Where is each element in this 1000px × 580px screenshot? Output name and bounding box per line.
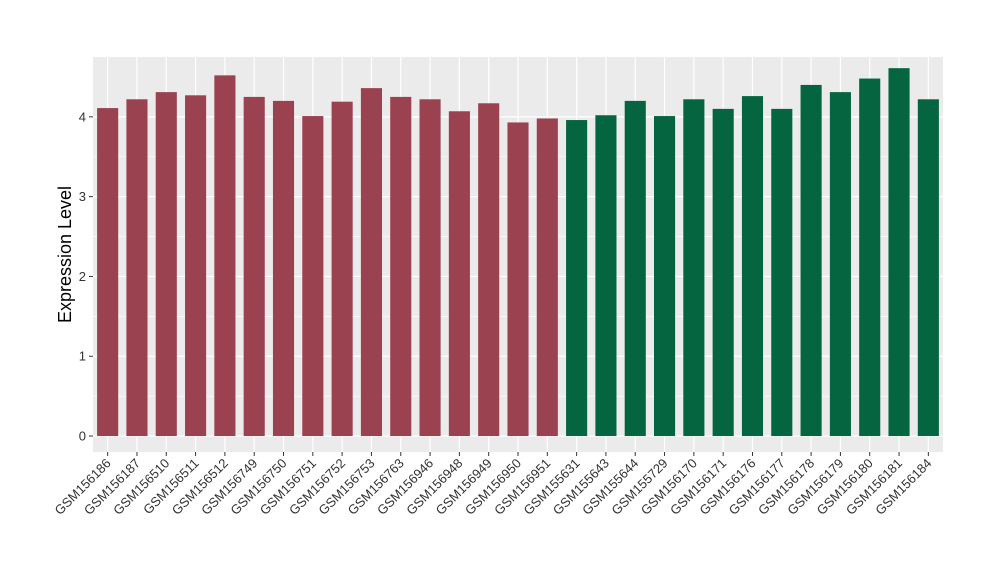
bar-GSM156946 <box>419 99 441 437</box>
bar-GSM156752 <box>331 101 353 437</box>
bar-GSM156763 <box>390 96 412 437</box>
y-tick-label: 0 <box>79 429 86 444</box>
bar-GSM156949 <box>478 103 500 437</box>
bar-GSM156753 <box>360 88 382 437</box>
y-tick-label: 1 <box>79 349 86 364</box>
y-axis: 0 1 2 3 4 <box>79 109 93 444</box>
bar-GSM156181 <box>888 68 910 437</box>
y-tick-label: 2 <box>79 269 86 284</box>
bar-GSM156178 <box>800 84 822 437</box>
bar-GSM156951 <box>536 118 558 437</box>
bar-GSM156186 <box>97 108 119 437</box>
bar-GSM156170 <box>683 99 705 437</box>
bar-GSM156176 <box>741 96 764 437</box>
bar-GSM156751 <box>302 116 324 437</box>
bar-GSM156184 <box>917 99 939 437</box>
bar-GSM156510 <box>155 92 177 437</box>
y-tick-label: 3 <box>79 189 86 204</box>
bar-GSM156948 <box>448 111 470 437</box>
x-axis: GSM156186GSM156187GSM156510GSM156511GSM1… <box>52 452 934 518</box>
bar-GSM156750 <box>272 100 295 437</box>
bar-GSM156512 <box>214 75 236 437</box>
bar-GSM156171 <box>712 108 734 437</box>
bars <box>97 68 939 437</box>
bar-GSM156180 <box>859 78 881 437</box>
bar-GSM156179 <box>829 92 851 437</box>
bar-GSM156749 <box>243 96 265 437</box>
bar-GSM155729 <box>654 116 676 437</box>
y-axis-title: Expression Level <box>55 186 75 323</box>
y-tick-label: 4 <box>79 109 86 124</box>
bar-GSM156187 <box>126 99 148 437</box>
bar-GSM155644 <box>624 100 646 437</box>
bar-GSM156950 <box>507 122 529 437</box>
bar-GSM156511 <box>185 95 207 437</box>
bar-GSM156177 <box>771 108 793 437</box>
bar-GSM155643 <box>595 115 617 437</box>
bar-GSM155631 <box>566 120 588 437</box>
